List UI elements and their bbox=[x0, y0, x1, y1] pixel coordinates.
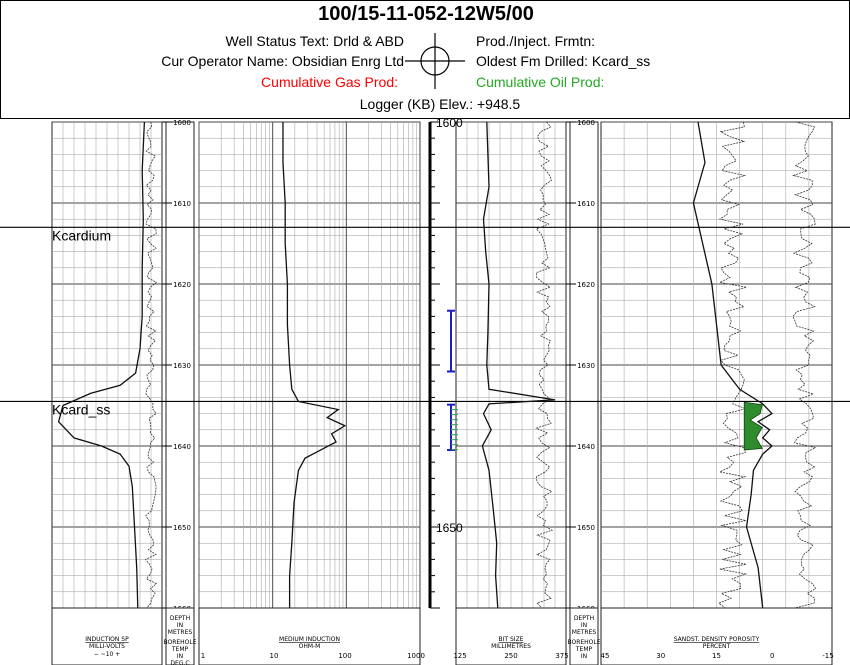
depth-tick-label: 1620 bbox=[577, 281, 595, 289]
curve-sp bbox=[57, 121, 146, 609]
well-log-chart: 1600161016201630164016501660160016101620… bbox=[0, 118, 850, 665]
track-scale-label: 0 bbox=[770, 652, 774, 660]
curve-caliper bbox=[535, 121, 554, 609]
depth-tick-label: 1640 bbox=[577, 443, 595, 451]
track-scale-label: − ~10 + bbox=[94, 651, 121, 658]
track-header-sub: TEMP bbox=[575, 646, 593, 653]
track-header-name: DEPTH bbox=[170, 615, 190, 622]
track-header-sub: MILLIMETRES bbox=[491, 643, 531, 650]
track-header-res bbox=[198, 607, 421, 665]
track-header-sub: IN bbox=[177, 653, 183, 660]
cumulative-gas-prod: Cumulative Gas Prod: bbox=[261, 74, 398, 90]
well-symbol-icon bbox=[405, 33, 465, 89]
formation-tops bbox=[0, 226, 850, 403]
track-header-sub: BOREHOLE bbox=[163, 639, 196, 646]
curve-neutron bbox=[718, 121, 748, 609]
well-status-text: Well Status Text: Drld & ABD bbox=[225, 33, 404, 49]
track-header-sub: BOREHOLE bbox=[567, 639, 600, 646]
depth-tick-label: 1620 bbox=[173, 281, 191, 289]
formation-top-label: Kcardium bbox=[52, 227, 111, 243]
logger-elevation: Logger (KB) Elev.: +948.5 bbox=[359, 96, 521, 112]
track-scale-label: 1 bbox=[201, 652, 205, 660]
track-header-sub: PERCENT bbox=[703, 643, 731, 650]
track-scale-label: 375 bbox=[555, 652, 568, 660]
porosity-fill bbox=[743, 401, 763, 451]
track-scale-label: 15 bbox=[712, 652, 721, 660]
interval-marker bbox=[447, 403, 458, 452]
track-header-name: INDUCTION SP bbox=[85, 636, 129, 643]
track-header-bit bbox=[455, 607, 567, 665]
interval-marker bbox=[447, 309, 455, 373]
depth-ruler-label: 1600 bbox=[436, 118, 463, 130]
depth-tick-label: 1610 bbox=[577, 200, 595, 208]
track-scale-label: 1000 bbox=[407, 652, 425, 660]
track-header-name: METRES bbox=[168, 629, 193, 636]
track-header-name: METRES bbox=[572, 629, 597, 636]
track-header-sub: TEMP bbox=[171, 646, 189, 653]
track-scale-label: 30 bbox=[656, 652, 665, 660]
curve-density_porosity bbox=[692, 121, 773, 609]
track-scale-label: -15 bbox=[822, 652, 833, 660]
track-header-por bbox=[600, 607, 833, 665]
track-header-name: DEPTH bbox=[574, 615, 594, 622]
depth-tick-label: 1600 bbox=[173, 119, 191, 127]
depth-tick-label: 1630 bbox=[577, 362, 595, 370]
formation-top-label: Kcard_ss bbox=[52, 401, 110, 417]
track-header-name: SANDST. DENSITY POROSITY bbox=[674, 636, 760, 643]
depth-tick-label: 1650 bbox=[173, 524, 191, 532]
oldest-formation-drilled: Oldest Fm Drilled: Kcard_ss bbox=[476, 53, 651, 69]
track-header-depthL bbox=[165, 607, 195, 665]
depth-tick-label: 1610 bbox=[173, 200, 191, 208]
interval-markers bbox=[447, 309, 458, 452]
prod-inject-formation: Prod./Inject. Frmtn: bbox=[476, 33, 596, 49]
track-scale-label: 100 bbox=[338, 652, 351, 660]
track-header-sub: MILLI-VOLTS bbox=[89, 643, 125, 650]
depth-tick-label: 1640 bbox=[173, 443, 191, 451]
depth-tick-label: 1600 bbox=[577, 119, 595, 127]
track-scale-label: 125 bbox=[453, 652, 466, 660]
depth-ruler-label: 1650 bbox=[436, 521, 463, 535]
track-header-name: IN bbox=[177, 622, 183, 629]
curve-correction bbox=[792, 121, 817, 609]
cumulative-oil-prod: Cumulative Oil Prod: bbox=[476, 74, 605, 90]
well-id-title: 100/15-11-052-12W5/00 bbox=[318, 3, 534, 25]
track-header-sub: IN bbox=[581, 653, 587, 660]
operator-name: Cur Operator Name: Obsidian Enrg Ltd bbox=[161, 53, 404, 69]
track-header-sp bbox=[51, 607, 163, 665]
curve-resistivity bbox=[282, 122, 347, 608]
track-scale-label: 45 bbox=[601, 652, 610, 660]
track-header-name: IN bbox=[581, 622, 587, 629]
depth-tick-label: 1650 bbox=[577, 524, 595, 532]
curve-sp-secondary bbox=[144, 121, 158, 609]
track-header-name: MEDIUM INDUCTION bbox=[279, 636, 340, 643]
track-scale-label: 10 bbox=[270, 652, 279, 660]
track-header-depthR bbox=[569, 607, 599, 665]
well-header: 100/15-11-052-12W5/00 Well Status Text: … bbox=[0, 0, 850, 119]
curve-bitsize bbox=[481, 121, 556, 609]
track-header-sub: OHM-M bbox=[299, 643, 321, 650]
track-header-sub: DEG.C bbox=[170, 660, 189, 665]
track-scale-label: 250 bbox=[504, 652, 517, 660]
track-header-name: BIT SIZE bbox=[499, 636, 524, 643]
log-curves bbox=[57, 121, 817, 609]
log-labels: Kcardium Kcard_ss bbox=[52, 227, 111, 417]
depth-tick-label: 1630 bbox=[173, 362, 191, 370]
